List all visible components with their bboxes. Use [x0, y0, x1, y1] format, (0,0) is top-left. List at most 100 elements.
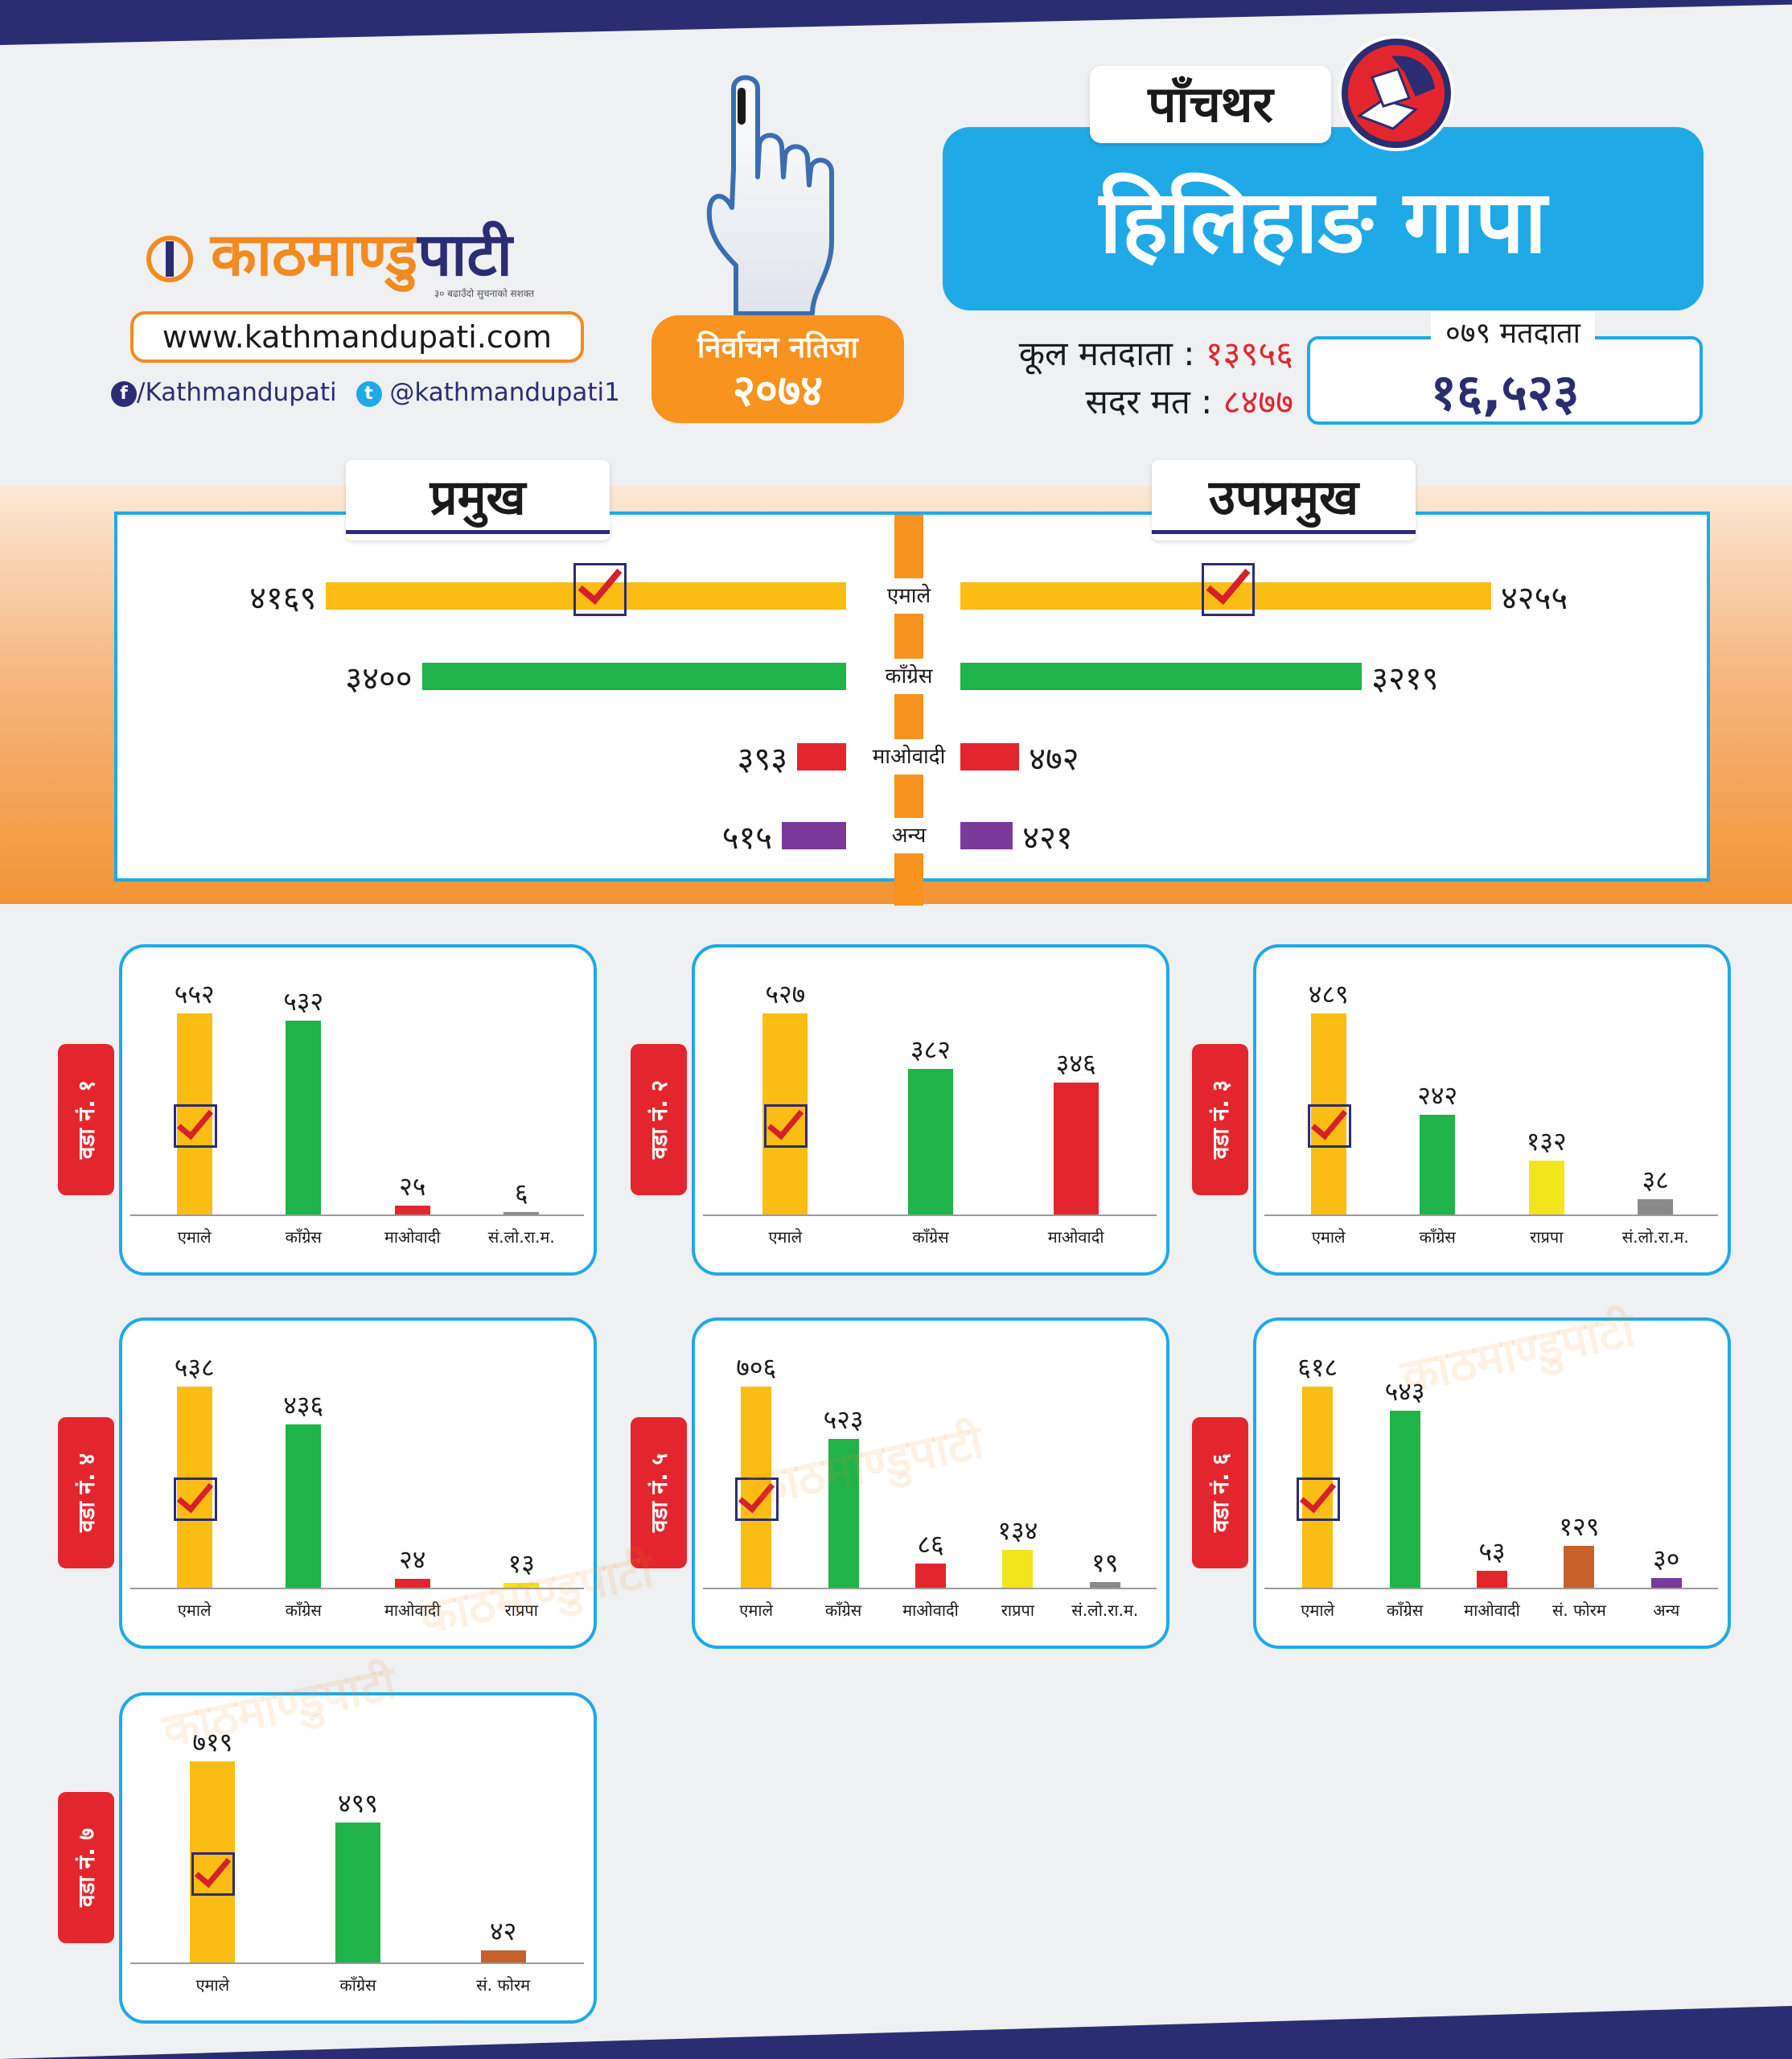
facebook-handle[interactable]: /Kathmandupati: [137, 378, 337, 407]
bar: [828, 1438, 859, 1588]
total-voters-value: १३९५६: [1205, 334, 1293, 373]
value-label: ४२: [490, 1916, 517, 1947]
ward-title: वडा नं. ४: [73, 1453, 100, 1533]
value-label: ५२३: [823, 1403, 864, 1435]
ward-title: वडा नं. ७: [73, 1827, 100, 1908]
site-url[interactable]: www.kathmandupati.com: [130, 311, 584, 363]
category-label: माओवादी: [384, 1227, 441, 1247]
section-tab-chief: प्रमुख: [346, 460, 610, 540]
category-label: काँग्रेस: [912, 1227, 949, 1247]
ward-title: वडा नं. ५: [646, 1453, 672, 1533]
valid-votes-value: ८४७७: [1223, 382, 1293, 421]
section-underline: [1152, 530, 1416, 534]
category-label: सं.लो.रा.म.: [487, 1227, 555, 1247]
category-label: सं. फोरम: [1552, 1601, 1606, 1620]
party-label: माओवादी: [857, 739, 961, 775]
bar: [1053, 1082, 1099, 1214]
value-label: १३: [508, 1547, 535, 1579]
value-label: २४: [399, 1543, 426, 1575]
bar: [394, 1578, 430, 1588]
value-label: १३४: [997, 1514, 1038, 1546]
ward-card: ४८९ एमाले २४२ काँग्रेस १३२ राप्रपा ३८ सं.लो.रा.…: [1253, 944, 1731, 1276]
bar: [503, 1582, 540, 1588]
ballot-box-icon: [1338, 35, 1454, 151]
chart-baseline: [130, 1962, 584, 1964]
chart-baseline: [703, 1588, 1157, 1589]
voters-079-label: ०७९ मतदाता: [1431, 312, 1595, 351]
value-label: २५: [399, 1170, 426, 1202]
value-label: ५३२: [283, 986, 324, 1017]
bar: [1002, 1549, 1034, 1588]
district-label: पाँचथर: [1090, 66, 1331, 143]
value-label: ६१८: [1297, 1352, 1338, 1383]
value-label: ३८२: [910, 1034, 951, 1065]
bar-chief-2: [797, 743, 846, 771]
logo-text: काठमाण्डुपाटी: [211, 220, 512, 290]
bar: [1477, 1570, 1507, 1588]
logo-tagline: ३० बढाउँदो सुचनाको सशक्त: [434, 288, 535, 299]
bar: [480, 1950, 526, 1962]
chart-baseline: [130, 1214, 584, 1216]
section-underline: [346, 530, 610, 534]
value-label: ५२७: [765, 979, 806, 1009]
bar: [1650, 1577, 1682, 1588]
winner-check-icon: [573, 563, 627, 616]
chart-baseline: [1264, 1214, 1718, 1216]
winner-check-icon: [1307, 1103, 1351, 1148]
page-title: हिलिहाङ गापा: [1099, 172, 1547, 273]
chart-baseline: [1264, 1588, 1718, 1589]
voters-079-value: १६,५२३: [1430, 363, 1580, 421]
ward-card: ७०६ एमाले ५२३ काँग्रेस ८६ माओवादी १३४ राप्रपा १९…: [692, 1317, 1169, 1649]
bar: [335, 1823, 380, 1962]
category-label: सं.लो.रा.म.: [1071, 1601, 1139, 1620]
ward-tab: वडा नं. २: [631, 1044, 687, 1195]
bar-deputy-3: [960, 822, 1013, 849]
valid-votes-label: सदर मत :: [1085, 382, 1213, 421]
value-label: १३२: [1526, 1125, 1567, 1157]
bar-chief-3: [782, 822, 846, 849]
badge-line1: निर्वाचन नतिजा: [697, 331, 858, 364]
value-label: ४७२: [1029, 741, 1079, 778]
ward-card: ५३८ एमाले ४३६ काँग्रेस २४ माओवादी १३ राप्रपा: [119, 1317, 597, 1649]
ward-tab: वडा नं. ३: [1192, 1044, 1248, 1195]
value-label: ५४३: [1384, 1376, 1425, 1408]
value-label: ५३८: [174, 1352, 215, 1383]
winner-check-icon: [764, 1103, 808, 1148]
category-label: एमाले: [1311, 1227, 1346, 1247]
election-result-badge: निर्वाचन नतिजा २०७४: [651, 315, 904, 423]
winner-check-icon: [735, 1477, 779, 1521]
facebook-icon[interactable]: f: [111, 380, 137, 407]
twitter-icon[interactable]: t: [356, 380, 382, 407]
bar: [394, 1205, 430, 1214]
category-label: माओवादी: [1047, 1227, 1104, 1247]
bar: [915, 1563, 946, 1588]
value-label: ५१५: [721, 820, 773, 857]
value-label: ५३: [1478, 1535, 1506, 1567]
bar: [1564, 1545, 1595, 1588]
category-label: एमाले: [177, 1227, 212, 1247]
party-label: एमाले: [857, 578, 961, 614]
bar: [286, 1021, 322, 1214]
bar: [1528, 1160, 1564, 1214]
category-label: एमाले: [177, 1601, 212, 1620]
ward-card: ५५२ एमाले ५३२ काँग्रेस २५ माओवादी ६ सं.लो.रा.म.: [119, 944, 597, 1276]
value-label: ४२१: [1022, 820, 1073, 857]
value-label: ४२५५: [1501, 580, 1568, 617]
category-label: सं. फोरम: [476, 1975, 531, 1995]
ward-title: वडा नं. १: [73, 1079, 100, 1160]
bar: [503, 1212, 540, 1214]
twitter-handle[interactable]: @kathmandupati1: [389, 378, 620, 407]
category-label: काँग्रेस: [1386, 1601, 1424, 1620]
category-label: एमाले: [739, 1601, 774, 1620]
value-label: ३०: [1653, 1543, 1680, 1574]
section-title: प्रमुख: [430, 470, 526, 526]
winner-check-icon: [173, 1477, 217, 1521]
party-label: अन्य: [857, 818, 961, 853]
bar: [1420, 1115, 1456, 1214]
value-label: ३८: [1642, 1164, 1669, 1195]
winner-check-icon: [1297, 1477, 1341, 1521]
category-label: काँग्रेस: [1419, 1227, 1456, 1247]
bar-deputy-2: [960, 743, 1020, 771]
social-links: f/Kathmandupati t @kathmandupati1: [111, 378, 620, 407]
ward-card: ७१९ एमाले ४९९ काँग्रेस ४२ सं. फोरम: [119, 1692, 597, 2024]
